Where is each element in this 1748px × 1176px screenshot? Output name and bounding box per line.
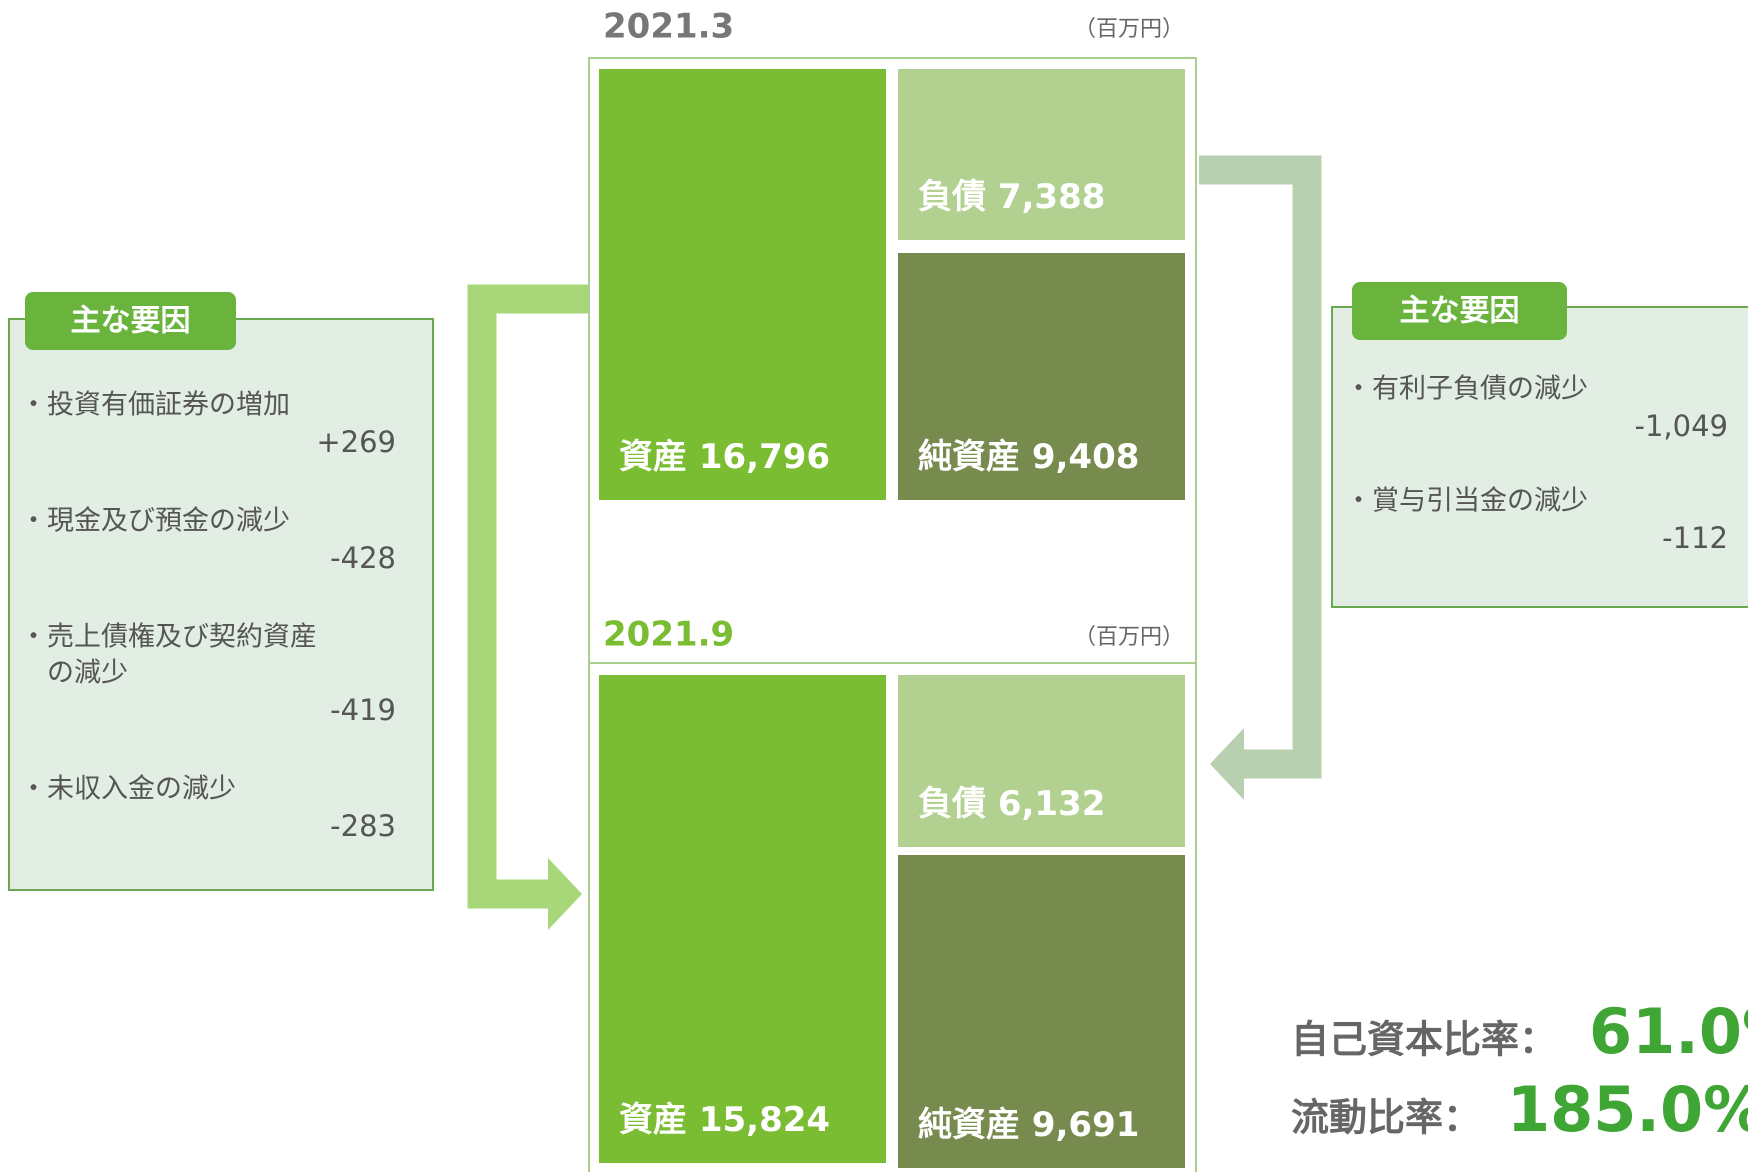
label: 純資産 bbox=[918, 1105, 1032, 1145]
period-title: 2021.9 bbox=[603, 615, 734, 655]
factor-panel bbox=[1331, 306, 1748, 608]
ratio-label: 流動比率： bbox=[1291, 1096, 1481, 1140]
net_assets-block bbox=[898, 253, 1185, 500]
factor-text: の減少 bbox=[20, 658, 128, 689]
value: 6,132 bbox=[998, 784, 1106, 824]
factor-value: -419 bbox=[330, 693, 396, 727]
value: 9,691 bbox=[1032, 1105, 1140, 1145]
factor-panel bbox=[8, 318, 434, 891]
badge bbox=[25, 292, 236, 350]
factor-text: ・投資有価証券の増加 bbox=[20, 390, 290, 421]
unit: （百万円） bbox=[1074, 625, 1184, 650]
liabilities-block bbox=[898, 675, 1185, 847]
factor-text: ・未収入金の減少 bbox=[20, 774, 236, 805]
assets-label: 資産 16,796 bbox=[619, 437, 830, 477]
label: 負債 bbox=[918, 784, 998, 824]
factor-text: ・現金及び預金の減少 bbox=[20, 506, 290, 537]
arrow-left bbox=[467, 284, 589, 909]
factor-text: ・賞与引当金の減少 bbox=[1345, 486, 1588, 517]
period-title: 2021.3 bbox=[603, 7, 734, 47]
badge-title: 主な要因 bbox=[1400, 294, 1520, 329]
ratio-label: 自己資本比率： bbox=[1291, 1018, 1557, 1062]
label: 資産 bbox=[619, 1100, 699, 1140]
net_assets-block bbox=[898, 855, 1185, 1168]
arrow-left-head bbox=[548, 858, 582, 930]
factor-value: -1,049 bbox=[1635, 409, 1729, 443]
ratio-value: 185.0% bbox=[1507, 1073, 1748, 1146]
factor-value: -428 bbox=[330, 541, 396, 575]
value: 9,408 bbox=[1032, 437, 1140, 477]
arrow-right-head bbox=[1210, 728, 1244, 800]
ratio-value: 61.0% bbox=[1589, 995, 1748, 1068]
value: 15,824 bbox=[699, 1100, 830, 1140]
net_assets-label: 純資産 9,408 bbox=[918, 437, 1139, 477]
factor-text: ・売上債権及び契約資産 bbox=[20, 622, 317, 653]
value: 7,388 bbox=[998, 177, 1106, 217]
liabilities-label: 負債 6,132 bbox=[918, 784, 1105, 824]
liabilities-block bbox=[898, 69, 1185, 240]
badge-title: 主な要因 bbox=[71, 304, 191, 339]
frame bbox=[588, 662, 1197, 1176]
label: 負債 bbox=[918, 177, 998, 217]
liabilities-label: 負債 7,388 bbox=[918, 177, 1105, 217]
assets-label: 資産 15,824 bbox=[619, 1100, 830, 1140]
badge bbox=[1352, 282, 1567, 340]
factor-text: ・有利子負債の減少 bbox=[1345, 374, 1588, 405]
value: 16,796 bbox=[699, 437, 830, 477]
assets-block bbox=[599, 69, 886, 500]
net_assets-label: 純資産 9,691 bbox=[918, 1105, 1139, 1145]
arrow-right bbox=[1199, 155, 1322, 779]
label: 資産 bbox=[619, 437, 699, 477]
assets-block bbox=[599, 675, 886, 1163]
frame bbox=[588, 57, 1197, 1176]
unit: （百万円） bbox=[1074, 17, 1184, 42]
factor-value: -112 bbox=[1662, 521, 1728, 555]
factor-value: -283 bbox=[330, 809, 396, 843]
label: 純資産 bbox=[918, 437, 1032, 477]
factor-value: +269 bbox=[316, 425, 396, 459]
